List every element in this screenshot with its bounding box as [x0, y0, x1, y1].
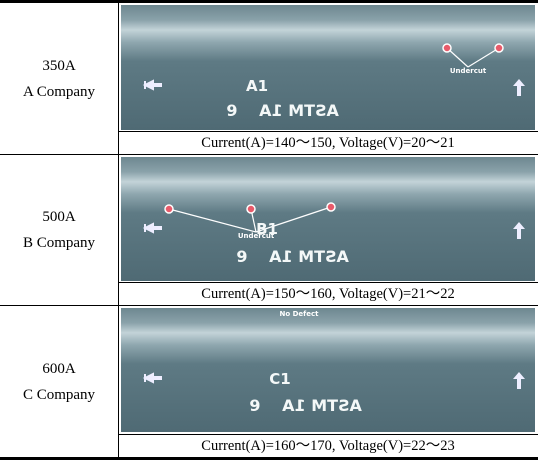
penetrameter-number: 9 — [236, 247, 247, 266]
penetrameter-number: 9 — [226, 101, 237, 120]
label-line: B Company — [23, 230, 95, 256]
defect-marker — [165, 205, 173, 213]
defect-marker — [495, 44, 503, 52]
label-line: C Company — [23, 382, 95, 408]
label-line: 350A — [42, 53, 75, 79]
penetrameter-text: ASTM 1A — [258, 101, 338, 120]
defect-marker — [327, 203, 335, 211]
annotation: Undercut — [450, 67, 487, 75]
label-line: 600A — [42, 356, 75, 382]
defect-marker — [247, 205, 255, 213]
caption: Current(A)=160～170, Voltage(V)=22～23 — [118, 434, 538, 457]
penetrameter-number: 9 — [249, 396, 260, 415]
table: 350AA Company Undercut A1 9 ASTM 1A Current(A… — [0, 0, 538, 460]
image-id: C1 — [269, 370, 290, 388]
image-id: B1 — [256, 220, 278, 238]
defect-marker — [443, 44, 451, 52]
caption: Current(A)=140～150, Voltage(V)=20～21 — [118, 131, 538, 154]
label-line: 500A — [42, 204, 75, 230]
penetrameter-text: ASTM 1A — [268, 247, 348, 266]
radiograph: No Defect C1 9 ASTM 1A — [121, 308, 535, 432]
label-line: A Company — [23, 79, 95, 105]
penetrameter-text: ASTM 1A — [281, 396, 361, 415]
caption: Current(A)=150～160, Voltage(V)=21～22 — [118, 282, 538, 305]
radiograph: Undercut A1 9 ASTM 1A — [121, 5, 535, 130]
image-id: A1 — [246, 77, 268, 95]
annotation: No Defect — [280, 310, 320, 318]
